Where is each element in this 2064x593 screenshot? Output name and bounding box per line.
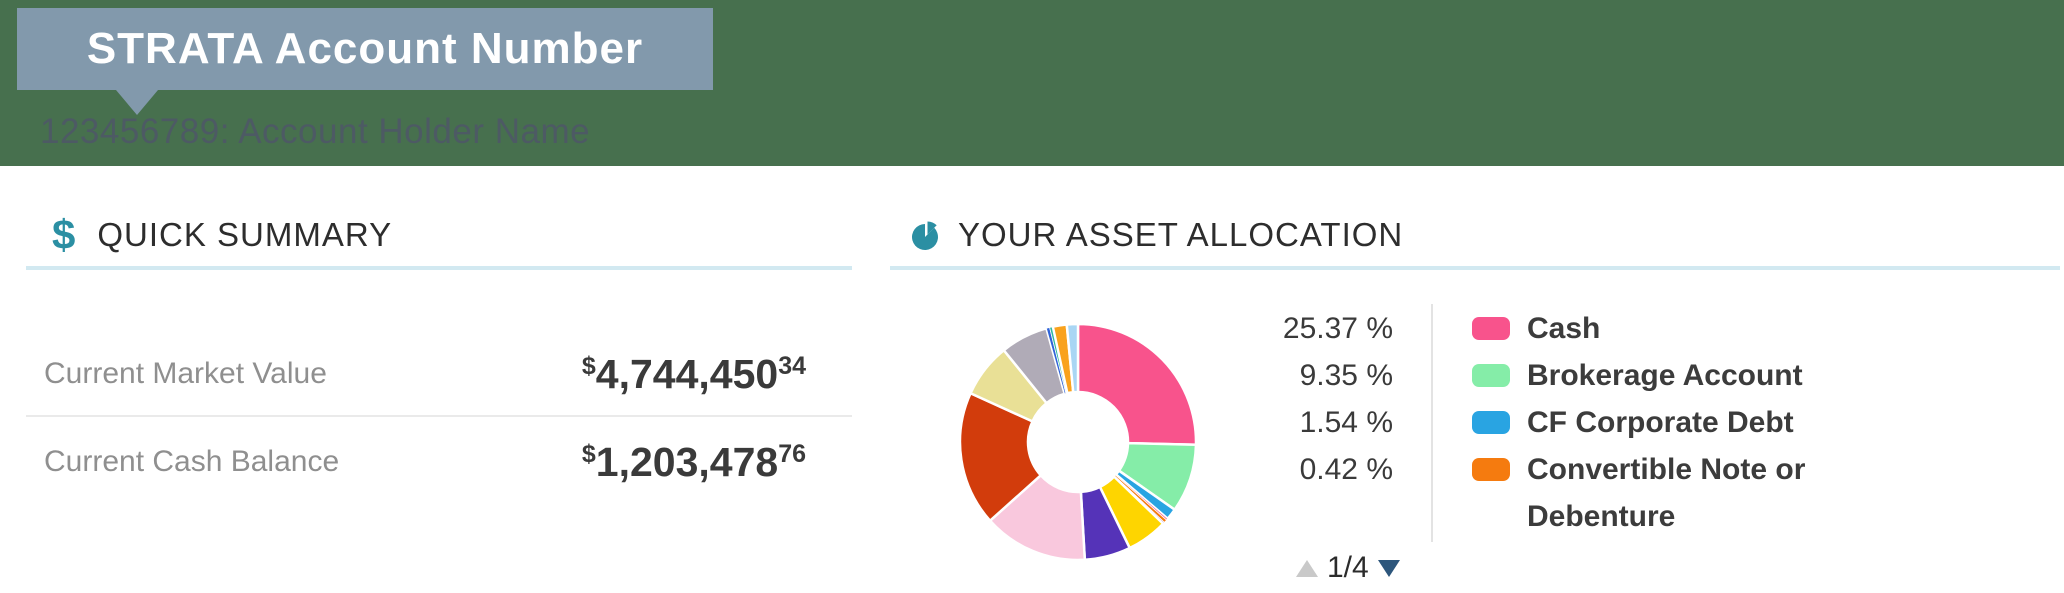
legend-swatch-convertible-note [1472,458,1510,481]
legend-pager: 1/4 [1296,551,1400,585]
cents: 76 [778,439,806,468]
cash-balance-label: Current Cash Balance [44,445,340,478]
asset-allocation-donut-chart[interactable] [958,322,1198,562]
strata-account-number-callout: STRATA Account Number [17,8,713,90]
market-value-row: Current Market Value $4,744,45034 [44,349,806,399]
page-indicator: 1/4 [1327,551,1369,584]
cash-balance-row: Current Cash Balance $1,203,47876 [44,437,806,487]
legend-label: Cash [1527,312,1601,345]
legend-item: CF Corporate Debt [1472,399,1832,446]
cents: 34 [778,351,806,380]
asset-legend: Cash Brokerage Account CF Corporate Debt… [1472,305,1832,540]
asset-allocation-title: YOUR ASSET ALLOCATION [958,216,1404,253]
donut-slice[interactable] [1065,322,1080,394]
legend-swatch-cf-corporate-debt [1472,411,1510,434]
quick-summary-header: $ QUICK SUMMARY [26,204,852,270]
legend-label: CF Corporate Debt [1527,406,1794,439]
legend-item: Convertible Note or Debenture [1472,446,1832,540]
percent-value: 9.35 % [1299,359,1393,392]
page-up-icon[interactable] [1296,559,1318,577]
currency-symbol: $ [581,439,596,468]
callout-pointer-icon [116,90,158,115]
donut-slice-cash[interactable] [1076,322,1198,447]
legend-label: Convertible Note or Debenture [1527,453,1806,533]
row-divider [26,415,852,417]
percent-value: 1.54 % [1299,406,1393,439]
percentages-column: 25.37 % 9.35 % 1.54 % 0.42 % [1240,305,1393,493]
asset-allocation-header: YOUR ASSET ALLOCATION [890,204,2060,270]
legend-item: Brokerage Account [1472,352,1832,399]
account-identifier: 123456789: Account Holder Name [40,112,591,151]
donut-slice[interactable] [958,391,1043,523]
percent-value: 25.37 % [1282,312,1393,345]
account-header-banner: STRATA Account Number 123456789: Account… [0,0,2064,166]
legend-swatch-brokerage-account [1472,364,1510,387]
percent-value: 0.42 % [1299,453,1393,486]
cash-balance-amount: $1,203,47876 [581,438,806,485]
pie-chart-icon [909,219,941,251]
legend-label: Brokerage Account [1527,359,1803,392]
quick-summary-title: QUICK SUMMARY [97,216,393,253]
market-value-amount: $4,744,45034 [581,350,806,397]
callout-label: STRATA Account Number [86,24,644,73]
legend-divider [1431,304,1433,542]
market-value-label: Current Market Value [44,357,327,390]
currency-symbol: $ [581,351,596,380]
legend-item: Cash [1472,305,1832,352]
dollar-icon: $ [52,211,76,258]
legend-swatch-cash [1472,317,1510,340]
page-down-icon[interactable] [1377,559,1400,577]
